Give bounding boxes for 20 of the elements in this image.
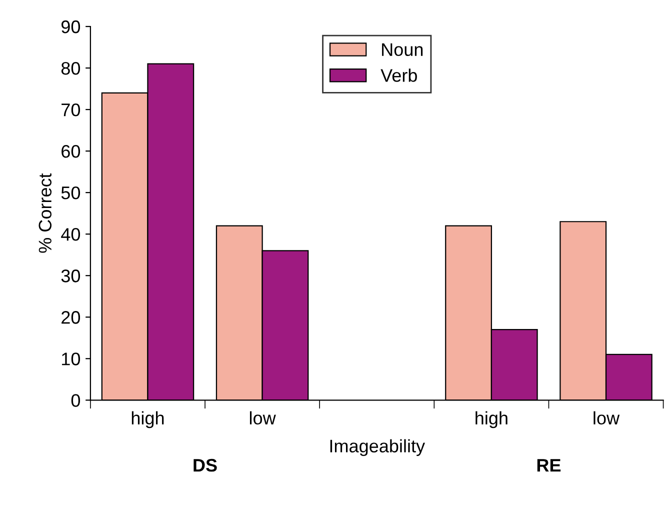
x-tick-label: low: [250, 411, 276, 425]
y-tick-label: 50: [61, 186, 80, 200]
x-tick-label: high: [476, 411, 508, 428]
y-tick-label: 80: [61, 62, 80, 75]
y-tick-label: 60: [62, 144, 80, 158]
y-tick-label: 10: [62, 352, 80, 366]
y-tick-label: 30: [61, 270, 80, 282]
text: DS: [194, 458, 217, 472]
y-tick-label: 0: [71, 394, 80, 407]
x-tick-label: high: [132, 411, 164, 428]
legend-label: Noun: [382, 43, 423, 56]
text: RE: [537, 459, 561, 472]
legend-label: Verb: [380, 68, 417, 82]
x-tick-label: low: [594, 411, 620, 425]
x-axis-title: Imageability: [330, 439, 426, 456]
y-tick-label: 90: [61, 20, 80, 34]
y-tick-label: 20: [62, 311, 80, 324]
y-axis-title: % Correct: [38, 173, 52, 253]
y-tick-label: 40: [61, 228, 80, 241]
y-tick-label: 70: [62, 103, 80, 116]
